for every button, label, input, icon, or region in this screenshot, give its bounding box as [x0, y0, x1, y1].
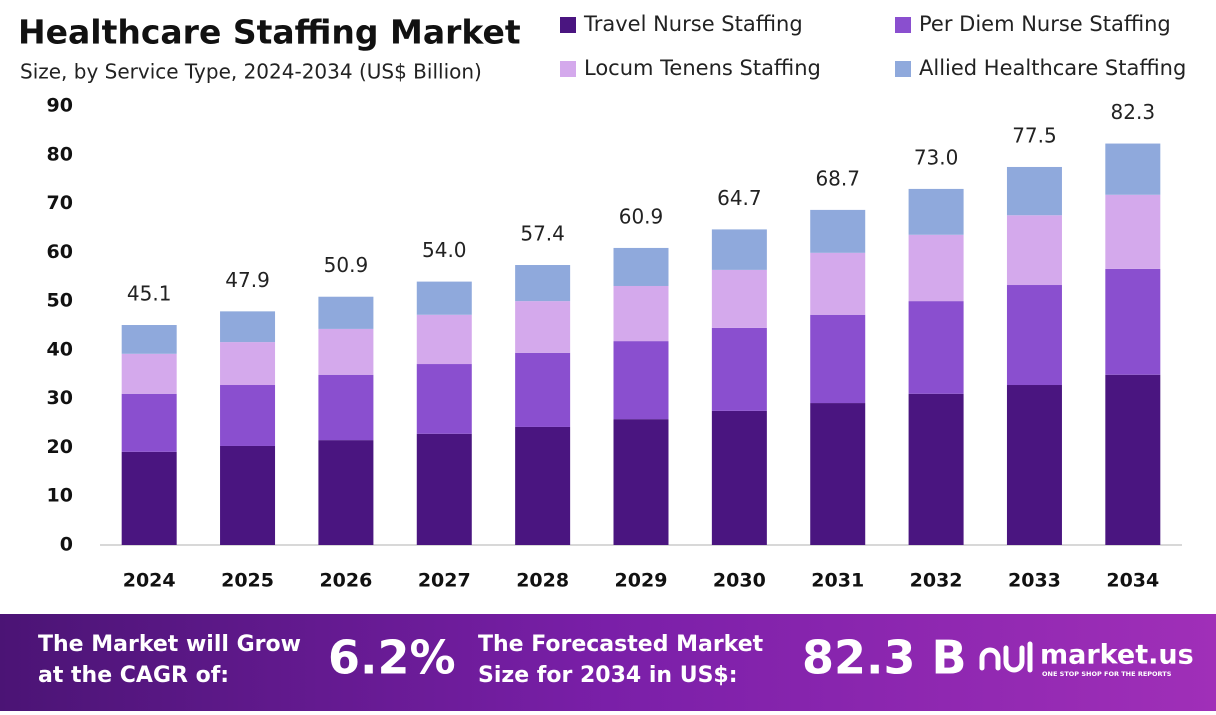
- y-tick-label: 70: [47, 192, 73, 214]
- cagr-value: 6.2%: [328, 631, 456, 685]
- y-tick-label: 20: [47, 436, 73, 458]
- x-tick-label: 2029: [615, 570, 668, 592]
- bar-segment: [1105, 268, 1161, 375]
- bar-segment: [1105, 194, 1161, 269]
- y-tick-label: 60: [47, 241, 73, 263]
- footer-banner: [0, 614, 1216, 711]
- bar-segment: [318, 374, 374, 441]
- y-tick-label: 40: [47, 338, 73, 360]
- cagr-text: at the CAGR of:: [38, 663, 229, 688]
- x-tick-label: 2030: [713, 570, 766, 592]
- bar-segment: [416, 314, 472, 365]
- legend-label: Per Diem Nurse Staffing: [919, 12, 1171, 36]
- bar-segment: [318, 296, 374, 329]
- total-label: 73.0: [914, 145, 959, 169]
- y-tick-label: 30: [47, 387, 73, 409]
- bar-segment: [220, 445, 276, 545]
- total-label: 77.5: [1012, 123, 1057, 147]
- x-tick-label: 2033: [1008, 570, 1061, 592]
- brand-name: market.us: [1040, 640, 1194, 671]
- chart-title: Healthcare Staffing Market: [18, 13, 521, 52]
- bar-segment: [613, 285, 669, 342]
- size-text: The Forecasted Market: [478, 632, 764, 657]
- x-tick-label: 2028: [516, 570, 569, 592]
- legend-swatch: [560, 17, 576, 33]
- x-tick-label: 2025: [221, 570, 274, 592]
- bar-segment: [515, 301, 571, 353]
- chart-subtitle: Size, by Service Type, 2024-2034 (US$ Bi…: [20, 60, 482, 84]
- bar-segment: [121, 451, 177, 545]
- legend-label: Locum Tenens Staffing: [584, 56, 821, 80]
- bar-segment: [711, 269, 767, 328]
- legend-swatch: [560, 61, 576, 77]
- legend-label: Travel Nurse Staffing: [583, 12, 803, 36]
- total-label: 54.0: [422, 238, 467, 262]
- x-tick-label: 2032: [910, 570, 963, 592]
- total-label: 60.9: [619, 204, 664, 228]
- y-tick-label: 80: [47, 143, 73, 165]
- legend-swatch: [895, 61, 911, 77]
- y-tick-label: 0: [60, 534, 73, 556]
- bar-segment: [810, 403, 866, 545]
- x-tick-label: 2034: [1106, 570, 1159, 592]
- bar-segment: [121, 353, 177, 394]
- bar-segment: [121, 393, 177, 452]
- size-text: Size for 2034 in US$:: [478, 663, 738, 688]
- bar-segment: [416, 433, 472, 545]
- bar-segment: [613, 341, 669, 420]
- cagr-text: The Market will Grow: [38, 632, 301, 657]
- bar-segment: [810, 209, 866, 253]
- bar-segment: [613, 247, 669, 286]
- bar-segment: [711, 229, 767, 270]
- bar-segment: [121, 325, 177, 354]
- bar-segment: [1006, 285, 1062, 386]
- y-tick-label: 50: [47, 290, 73, 312]
- bar-segment: [613, 419, 669, 545]
- total-label: 57.4: [520, 222, 565, 246]
- bar-segment: [515, 352, 571, 427]
- bar-segment: [1006, 215, 1062, 286]
- bar-segment: [908, 301, 964, 394]
- total-label: 68.7: [815, 166, 860, 190]
- bar-segment: [810, 314, 866, 404]
- total-label: 50.9: [324, 253, 369, 277]
- size-value: 82.3 B: [802, 631, 967, 685]
- total-label: 47.9: [225, 268, 270, 292]
- bar-segment: [416, 281, 472, 315]
- bar-segment: [1006, 385, 1062, 545]
- x-tick-label: 2026: [319, 570, 372, 592]
- bar-segment: [220, 311, 276, 343]
- x-tick-label: 2024: [123, 570, 176, 592]
- bar-segment: [220, 385, 276, 446]
- bar-segment: [515, 426, 571, 545]
- x-tick-label: 2027: [418, 570, 471, 592]
- total-label: 64.7: [717, 186, 762, 210]
- y-tick-label: 10: [47, 485, 73, 507]
- x-tick-label: 2031: [811, 570, 864, 592]
- bar-segment: [1105, 374, 1161, 545]
- bar-segment: [515, 265, 571, 302]
- bar-segment: [908, 393, 964, 545]
- y-tick-label: 90: [47, 95, 73, 117]
- bar-segment: [908, 234, 964, 302]
- bar-segment: [220, 342, 276, 386]
- bar-segment: [416, 364, 472, 434]
- legend-swatch: [895, 17, 911, 33]
- brand-logo: [979, 641, 1033, 673]
- legend-label: Allied Healthcare Staffing: [919, 56, 1186, 80]
- bar-segment: [318, 328, 374, 375]
- bar-segment: [1006, 166, 1062, 216]
- bar-segment: [1105, 143, 1161, 195]
- bar-segment: [711, 327, 767, 411]
- brand-tagline: ONE STOP SHOP FOR THE REPORTS: [1042, 670, 1172, 678]
- bar-segment: [711, 410, 767, 545]
- bar-segment: [318, 440, 374, 545]
- bar-segment: [810, 252, 866, 315]
- bar-segment: [908, 188, 964, 235]
- total-label: 45.1: [127, 282, 172, 306]
- total-label: 82.3: [1111, 100, 1156, 124]
